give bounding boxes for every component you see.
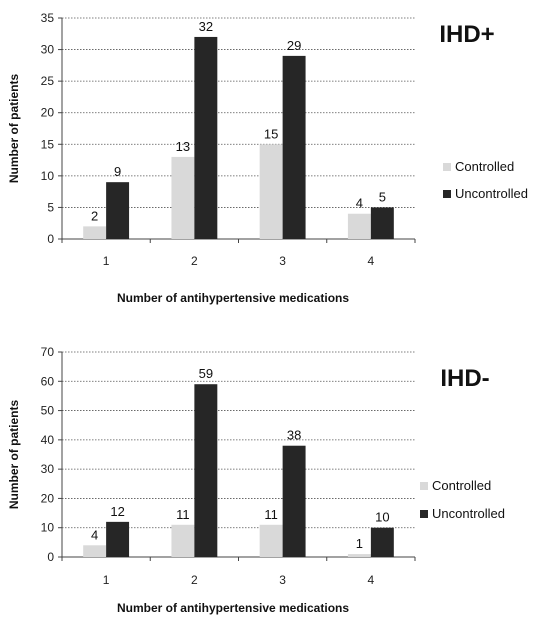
bar-controlled-1 <box>83 226 107 239</box>
bar-uncontrolled-4 <box>370 207 394 239</box>
y-tick-label: 10 <box>41 521 55 535</box>
y-axis-title: Number of patients <box>7 400 21 510</box>
bar-controlled-2 <box>171 524 195 557</box>
chart-title: IHD+ <box>439 21 494 48</box>
data-label: 1 <box>356 536 363 551</box>
legend-label: Controlled <box>432 478 491 493</box>
bar-uncontrolled-3 <box>282 55 306 240</box>
y-tick-label: 10 <box>41 169 55 183</box>
x-tick-label: 4 <box>368 254 375 268</box>
legend-swatch-uncontrolled <box>420 510 428 518</box>
x-tick-label: 3 <box>279 573 286 587</box>
x-tick-label: 2 <box>191 254 198 268</box>
bar-uncontrolled-1 <box>106 182 130 239</box>
y-tick-label: 5 <box>47 200 54 214</box>
legend: Controlled Uncontrolled <box>443 159 528 201</box>
y-tick-label: 40 <box>41 433 55 447</box>
bar-uncontrolled-2 <box>194 384 218 557</box>
bar-uncontrolled-1 <box>106 521 130 557</box>
legend: Controlled Uncontrolled <box>420 478 505 521</box>
bar-controlled-4 <box>347 213 371 239</box>
x-axis-title: Number of antihypertensive medications <box>117 291 349 305</box>
bar-controlled-2 <box>171 156 195 239</box>
legend-swatch-controlled <box>443 163 451 171</box>
y-tick-label: 15 <box>41 137 55 151</box>
bar-uncontrolled-4 <box>370 527 394 557</box>
data-label: 15 <box>264 126 278 141</box>
legend-label: Controlled <box>455 159 514 174</box>
y-tick-label: 70 <box>41 345 55 359</box>
x-axis-title: Number of antihypertensive medications <box>117 601 349 615</box>
y-tick-label: 30 <box>41 43 55 57</box>
y-axis-title: Number of patients <box>7 74 21 184</box>
x-tick-label: 3 <box>279 254 286 268</box>
data-label: 29 <box>287 38 301 53</box>
y-tick-label: 35 <box>41 11 55 25</box>
x-tick-label: 1 <box>103 573 110 587</box>
y-tick-label: 30 <box>41 462 55 476</box>
chart-title: IHD- <box>440 365 489 392</box>
data-label: 59 <box>199 366 213 381</box>
legend-label: Uncontrolled <box>455 186 528 201</box>
data-label: 2 <box>91 208 98 223</box>
y-tick-label: 50 <box>41 404 55 418</box>
legend-label: Uncontrolled <box>432 506 505 521</box>
y-tick-label: 0 <box>47 232 54 246</box>
y-tick-label: 60 <box>41 374 55 388</box>
data-label: 10 <box>375 510 389 525</box>
bar-controlled-3 <box>259 524 283 557</box>
data-label: 4 <box>91 527 98 542</box>
chart-2: 0 10 20 30 40 50 60 70 1 4 12 2 11 59 3 11 38 4 1 10 Number … <box>7 345 505 615</box>
bar-controlled-3 <box>259 144 283 239</box>
data-label: 9 <box>114 164 121 179</box>
x-tick-label: 2 <box>191 573 198 587</box>
y-tick-label: 25 <box>41 74 55 88</box>
y-tick-label: 0 <box>47 550 54 564</box>
data-label: 12 <box>110 504 124 519</box>
data-label: 13 <box>176 139 190 154</box>
bar-uncontrolled-3 <box>282 445 306 557</box>
data-label: 38 <box>287 428 301 443</box>
legend-swatch-controlled <box>420 482 428 490</box>
y-tick-label: 20 <box>41 106 55 120</box>
data-label: 5 <box>379 189 386 204</box>
bar-uncontrolled-2 <box>194 36 218 239</box>
legend-swatch-uncontrolled <box>443 190 451 198</box>
data-label: 32 <box>199 19 213 34</box>
y-tick-label: 20 <box>41 491 55 505</box>
bar-controlled-1 <box>83 545 107 557</box>
bar-controlled-4 <box>347 554 371 557</box>
x-tick-label: 1 <box>103 254 110 268</box>
data-label: 11 <box>264 507 278 522</box>
data-label: 11 <box>176 507 190 522</box>
data-label: 4 <box>356 196 363 211</box>
x-tick-label: 4 <box>368 573 375 587</box>
